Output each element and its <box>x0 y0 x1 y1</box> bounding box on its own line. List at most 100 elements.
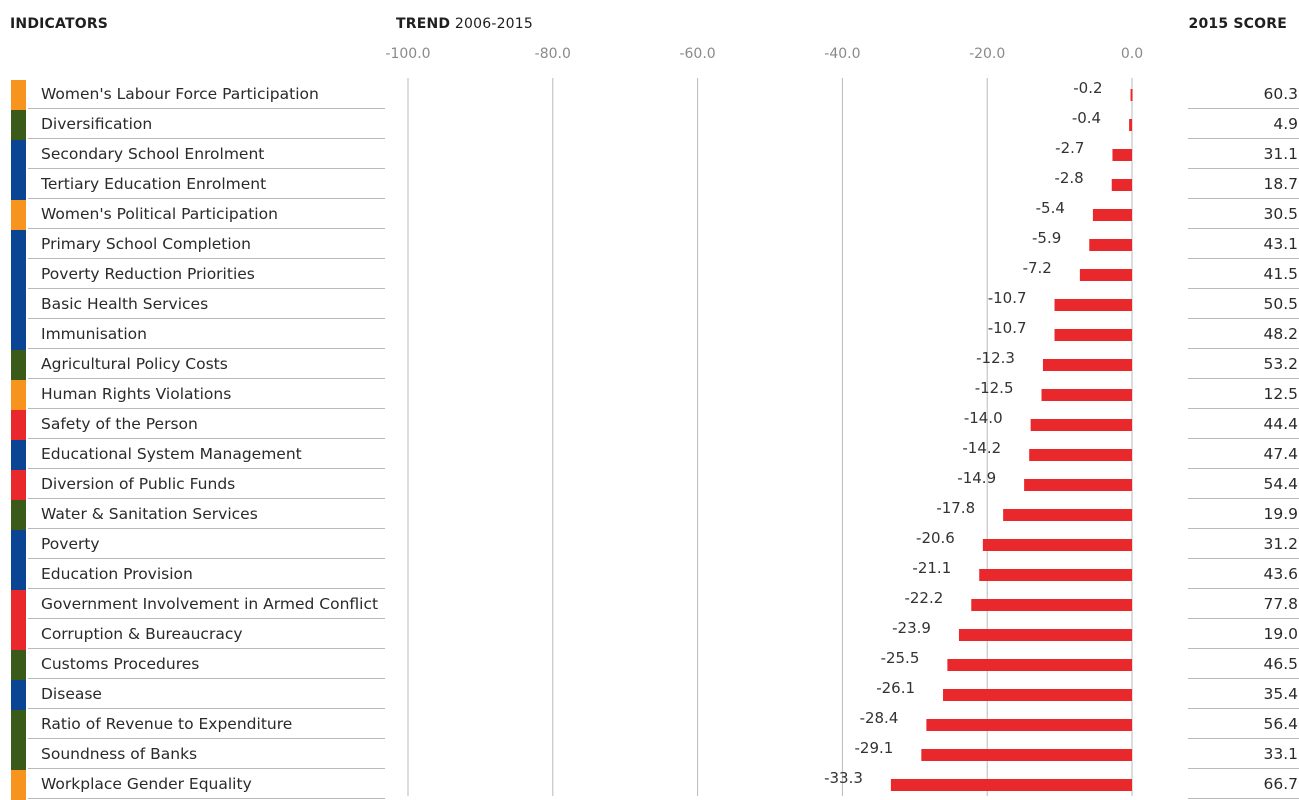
trend-header: TREND 2006-2015 <box>396 16 533 32</box>
category-swatch <box>11 170 26 200</box>
score-value: 54.4 <box>1188 470 1299 499</box>
x-tick-label: 0.0 <box>1120 46 1144 62</box>
trend-header-years: 2006-2015 <box>454 16 534 32</box>
indicator-label: Human Rights Violations <box>28 380 385 409</box>
indicator-row: Diversification 4.9 <box>0 110 1299 140</box>
category-swatch <box>11 140 26 170</box>
category-swatch <box>11 710 26 740</box>
indicator-label: Ratio of Revenue to Expenditure <box>28 710 385 739</box>
x-tick-label: -60.0 <box>679 46 716 62</box>
x-axis-ticks: -100.0 -80.0 -60.0 -40.0 -20.0 0.0 <box>0 0 1299 70</box>
indicator-label: Educational System Management <box>28 440 385 469</box>
category-swatch <box>11 440 26 470</box>
score-value: 48.2 <box>1188 320 1299 349</box>
x-tick-label: -80.0 <box>534 46 571 62</box>
score-value: 41.5 <box>1188 260 1299 289</box>
indicator-label: Water & Sanitation Services <box>28 500 385 529</box>
indicator-row: Tertiary Education Enrolment 18.7 <box>0 170 1299 200</box>
indicator-row: Agricultural Policy Costs 53.2 <box>0 350 1299 380</box>
indicator-row: Educational System Management 47.4 <box>0 440 1299 470</box>
indicator-row: Safety of the Person 44.4 <box>0 410 1299 440</box>
indicator-label: Soundness of Banks <box>28 740 385 769</box>
category-swatch <box>11 470 26 500</box>
category-swatch <box>11 380 26 410</box>
category-swatch <box>11 650 26 680</box>
indicator-row: Poverty Reduction Priorities 41.5 <box>0 260 1299 290</box>
indicator-label: Tertiary Education Enrolment <box>28 170 385 199</box>
score-value: 43.6 <box>1188 560 1299 589</box>
score-value: 30.5 <box>1188 200 1299 229</box>
score-value: 77.8 <box>1188 590 1299 619</box>
indicator-row: Customs Procedures 46.5 <box>0 650 1299 680</box>
indicator-row: Soundness of Banks 33.1 <box>0 740 1299 770</box>
x-tick-label: -40.0 <box>824 46 861 62</box>
category-swatch <box>11 500 26 530</box>
score-value: 56.4 <box>1188 710 1299 739</box>
indicator-label: Diversion of Public Funds <box>28 470 385 499</box>
indicator-row: Poverty 31.2 <box>0 530 1299 560</box>
indicator-row: Disease 35.4 <box>0 680 1299 710</box>
indicator-label: Disease <box>28 680 385 709</box>
indicator-label: Poverty <box>28 530 385 559</box>
indicator-row: Basic Health Services 50.5 <box>0 290 1299 320</box>
category-swatch <box>11 80 26 110</box>
score-value: 33.1 <box>1188 740 1299 769</box>
score-value: 31.1 <box>1188 140 1299 169</box>
indicator-row: Women's Labour Force Participation 60.3 <box>0 80 1299 110</box>
category-swatch <box>11 320 26 350</box>
category-swatch <box>11 110 26 140</box>
indicator-label: Primary School Completion <box>28 230 385 259</box>
indicator-label: Basic Health Services <box>28 290 385 319</box>
indicator-label: Immunisation <box>28 320 385 349</box>
category-swatch <box>11 770 26 800</box>
score-value: 19.0 <box>1188 620 1299 649</box>
score-value: 44.4 <box>1188 410 1299 439</box>
indicator-row: Women's Political Participation 30.5 <box>0 200 1299 230</box>
category-swatch <box>11 560 26 590</box>
score-value: 53.2 <box>1188 350 1299 379</box>
indicator-label: Women's Political Participation <box>28 200 385 229</box>
score-value: 31.2 <box>1188 530 1299 559</box>
score-value: 35.4 <box>1188 680 1299 709</box>
indicator-label: Workplace Gender Equality <box>28 770 385 799</box>
x-tick-label: -100.0 <box>385 46 431 62</box>
category-swatch <box>11 350 26 380</box>
indicator-row: Secondary School Enrolment 31.1 <box>0 140 1299 170</box>
indicator-label: Corruption & Bureaucracy <box>28 620 385 649</box>
indicator-row: Corruption & Bureaucracy 19.0 <box>0 620 1299 650</box>
indicator-label: Agricultural Policy Costs <box>28 350 385 379</box>
category-swatch <box>11 530 26 560</box>
score-value: 12.5 <box>1188 380 1299 409</box>
indicator-row: Government Involvement in Armed Conflict… <box>0 590 1299 620</box>
indicator-label: Diversification <box>28 110 385 139</box>
indicator-row: Ratio of Revenue to Expenditure 56.4 <box>0 710 1299 740</box>
indicator-label: Secondary School Enrolment <box>28 140 385 169</box>
indicator-label: Women's Labour Force Participation <box>28 80 385 109</box>
indicator-row: Education Provision 43.6 <box>0 560 1299 590</box>
category-swatch <box>11 590 26 620</box>
indicator-row: Human Rights Violations 12.5 <box>0 380 1299 410</box>
score-value: 4.9 <box>1188 110 1299 139</box>
indicator-row: Diversion of Public Funds 54.4 <box>0 470 1299 500</box>
score-value: 50.5 <box>1188 290 1299 319</box>
indicator-label: Poverty Reduction Priorities <box>28 260 385 289</box>
category-swatch <box>11 680 26 710</box>
score-value: 60.3 <box>1188 80 1299 109</box>
category-swatch <box>11 200 26 230</box>
indicator-row: Immunisation 48.2 <box>0 320 1299 350</box>
indicator-row: Water & Sanitation Services 19.9 <box>0 500 1299 530</box>
indicator-label: Government Involvement in Armed Conflict <box>28 590 385 619</box>
category-swatch <box>11 260 26 290</box>
category-swatch <box>11 230 26 260</box>
category-swatch <box>11 620 26 650</box>
category-swatch <box>11 740 26 770</box>
score-value: 43.1 <box>1188 230 1299 259</box>
trend-header-label: TREND <box>396 16 451 32</box>
category-swatch <box>11 290 26 320</box>
indicator-row: Primary School Completion 43.1 <box>0 230 1299 260</box>
indicator-label: Customs Procedures <box>28 650 385 679</box>
score-value: 46.5 <box>1188 650 1299 679</box>
score-header: 2015 SCORE <box>1188 16 1287 32</box>
indicator-label: Education Provision <box>28 560 385 589</box>
score-value: 47.4 <box>1188 440 1299 469</box>
